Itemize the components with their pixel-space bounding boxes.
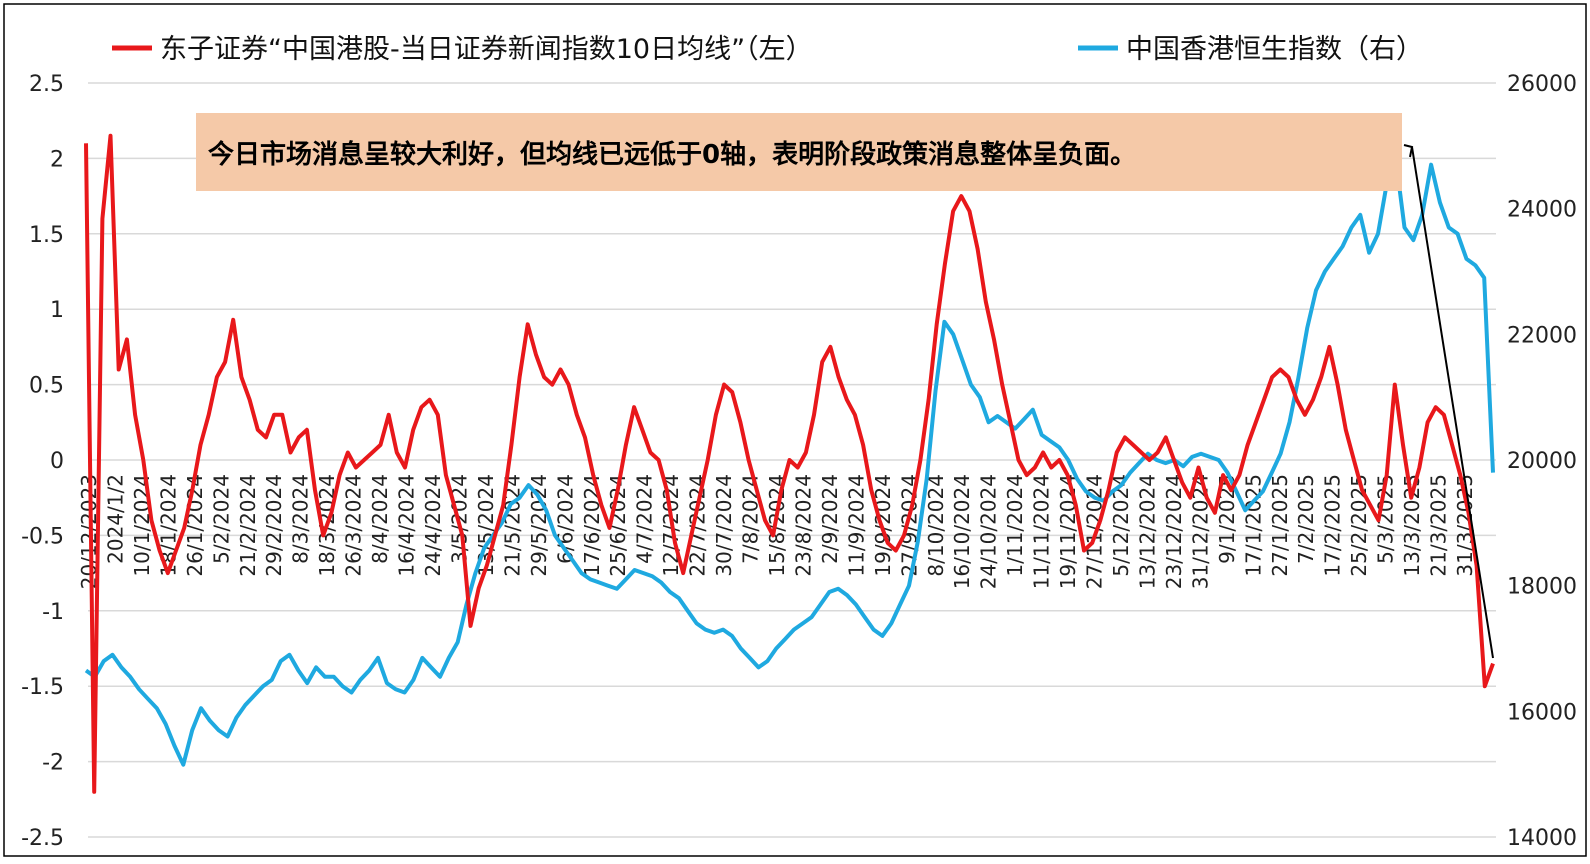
y-left-tick-label: 1.5 <box>29 223 64 248</box>
y-left-tick-label: 0.5 <box>29 374 64 399</box>
x-tick-label: 7/8/2024 <box>739 474 763 564</box>
legend: 东子证券“中国港股-当日证券新闻指数10日均线”（左） 中国香港恒生指数（右） <box>112 34 1423 65</box>
x-tick-label: 26/3/2024 <box>342 474 366 577</box>
x-tick-label: 4/7/2024 <box>633 474 657 564</box>
x-tick-label: 29/2/2024 <box>262 474 286 577</box>
y-right-tick-label: 24000 <box>1507 198 1577 223</box>
x-tick-label: 11/11/2024 <box>1030 474 1054 589</box>
y-left-tick-label: 0 <box>50 449 64 474</box>
y-right-tick-label: 26000 <box>1507 72 1577 97</box>
x-tick-label: 10/1/2024 <box>130 474 154 577</box>
annotation: 今日市场消息呈较大利好，但均线已远低于0轴，表明阶段政策消息整体呈负面。 <box>196 113 1494 659</box>
x-tick-label: 24/10/2024 <box>977 474 1001 589</box>
y-left-tick-label: -1 <box>42 600 64 625</box>
legend-label-hsi: 中国香港恒生指数（右） <box>1126 34 1423 65</box>
x-tick-label: 13/5/2024 <box>474 474 498 577</box>
series-line-hsi <box>84 156 1495 767</box>
x-tick-label: 16/4/2024 <box>395 474 419 577</box>
x-tick-label: 23/12/2024 <box>1162 474 1186 589</box>
x-axis-ticks: 20/12/2023 2024/1/2 10/1/2024 18/1/2024 26/1… <box>77 474 1477 589</box>
x-tick-label: 19/11/2024 <box>1056 474 1080 589</box>
y-right-tick-label: 20000 <box>1507 449 1577 474</box>
x-tick-label: 26/1/2024 <box>183 474 207 577</box>
y-left-tick-label: -2.5 <box>21 826 64 851</box>
x-tick-label: 8/4/2024 <box>368 474 392 564</box>
annotation-box <box>196 113 1402 191</box>
y-left-tick-label: -2 <box>42 751 64 776</box>
x-tick-label: 22/7/2024 <box>686 474 710 577</box>
x-tick-label: 8/3/2024 <box>289 474 313 564</box>
x-tick-label: 29/5/2024 <box>527 474 551 577</box>
x-tick-label: 23/8/2024 <box>791 474 815 577</box>
x-tick-label: 5/2/2024 <box>209 474 233 564</box>
x-tick-label: 11/9/2024 <box>844 474 868 577</box>
y-right-tick-label: 18000 <box>1507 575 1577 600</box>
x-tick-label: 25/2/2025 <box>1347 474 1371 577</box>
x-tick-label: 21/3/2025 <box>1427 474 1451 577</box>
x-tick-label: 2/9/2024 <box>818 474 842 564</box>
y-left-tick-label: 2.5 <box>29 72 64 97</box>
x-tick-label: 30/7/2024 <box>712 474 736 577</box>
y-left-tick-label: 1 <box>50 298 64 323</box>
x-tick-label: 27/1/2025 <box>1268 474 1292 577</box>
y-left-tick-label: -1.5 <box>21 675 64 700</box>
legend-label-news-index: 东子证券“中国港股-当日证券新闻指数10日均线”（左） <box>160 34 813 65</box>
y-left-tick-label: 2 <box>50 147 64 172</box>
x-tick-label: 1/11/2024 <box>1003 474 1027 577</box>
y-right-tick-label: 16000 <box>1507 700 1577 725</box>
x-tick-label: 8/10/2024 <box>924 474 948 577</box>
annotation-arrowhead <box>1403 144 1414 158</box>
series-group <box>84 133 1495 794</box>
right-y-axis: 26000 24000 22000 20000 18000 16000 14000 <box>1507 72 1577 851</box>
x-tick-label: 13/12/2024 <box>1135 474 1159 589</box>
x-tick-label: 17/2/2025 <box>1321 474 1345 577</box>
x-tick-label: 7/2/2025 <box>1294 474 1318 564</box>
y-right-tick-label: 22000 <box>1507 323 1577 348</box>
x-tick-label: 27/9/2024 <box>897 474 921 577</box>
x-tick-label: 24/4/2024 <box>421 474 445 577</box>
left-y-axis: 2.5 2 1.5 1 0.5 0 -0.5 -1 -1.5 -2 -2.5 <box>21 72 64 851</box>
x-tick-label: 17/6/2024 <box>580 474 604 577</box>
y-right-tick-label: 14000 <box>1507 826 1577 851</box>
annotation-text: 今日市场消息呈较大利好，但均线已远低于0轴，表明阶段政策消息整体呈负面。 <box>208 139 1136 170</box>
x-tick-label: 16/10/2024 <box>950 474 974 589</box>
x-tick-label: 21/2/2024 <box>236 474 260 577</box>
annotation-arrow-line <box>1411 146 1494 659</box>
series-line-news-index <box>84 133 1495 794</box>
y-left-tick-label: -0.5 <box>21 524 64 549</box>
x-tick-label: 18/1/2024 <box>156 474 180 577</box>
x-tick-label: 2024/1/2 <box>103 474 127 564</box>
